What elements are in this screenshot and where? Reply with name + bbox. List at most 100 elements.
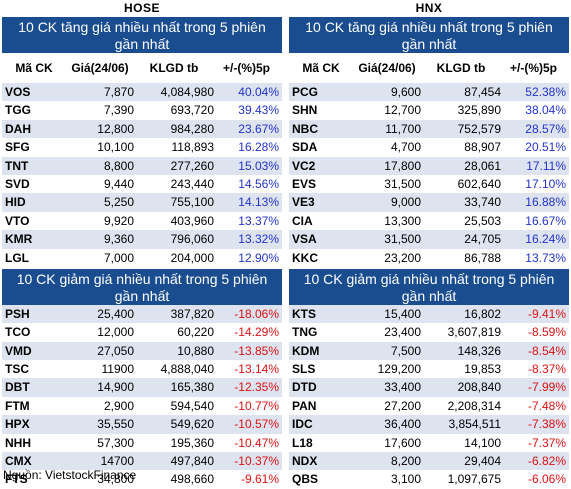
change-cell: -6.82% [527, 454, 566, 469]
header-price: Giá(24/06) [71, 61, 129, 75]
table-row: FTM 2,900 594,540 -10.77% [2, 396, 282, 416]
volume-cell: 28,061 [464, 158, 501, 173]
table-row: VOS 7,870 4,084,980 40.04% [2, 83, 282, 102]
table-row: IDC 36,400 3,854,511 -7.38% [289, 415, 569, 434]
stock-code: KTS [292, 306, 316, 321]
volume-cell: 148,326 [457, 343, 501, 358]
stock-code: TNG [292, 325, 318, 340]
price-cell: 27,200 [384, 398, 421, 413]
price-cell: 3,100 [390, 472, 421, 487]
table-header: Mã CK Giá(24/06) KLGD tb +/-(%)5p [2, 53, 282, 83]
stock-code: VTO [5, 213, 30, 228]
volume-cell: 277,260 [170, 158, 214, 173]
change-cell: 20.51% [525, 140, 566, 155]
stock-code: QBS [292, 472, 319, 487]
table-row: TNG 23,400 3,607,819 -8.59% [289, 323, 569, 342]
volume-cell: 165,380 [170, 380, 214, 395]
volume-cell: 796,060 [170, 232, 214, 247]
change-cell: 39.43% [238, 103, 279, 118]
table-row: HPX 35,550 549,620 -10.57% [2, 415, 282, 434]
table-row: DTD 33,400 208,840 -7.99% [289, 378, 569, 397]
table-row: TGG 7,390 693,720 39.43% [2, 101, 282, 120]
stock-code: KMR [5, 232, 33, 247]
volume-cell: 88,907 [464, 140, 501, 155]
table-row: KKC 23,200 86,788 13.73% [289, 248, 569, 267]
table-row: SHN 12,700 325,890 38.04% [289, 101, 569, 120]
volume-cell: 195,360 [170, 435, 214, 450]
price-cell: 9,600 [390, 85, 421, 99]
table-row: L18 17,600 14,100 -7.37% [289, 433, 569, 453]
table-row: SDA 4,700 88,907 20.51% [289, 138, 569, 157]
change-cell: 14.13% [238, 195, 279, 210]
stock-code: SDA [292, 140, 318, 155]
price-cell: 9,440 [103, 176, 134, 191]
price-cell: 10,100 [97, 140, 134, 155]
losers-table: KTS 15,400 16,802 -9.41% TNG 23,400 3,607,819 -… [289, 304, 569, 489]
price-cell: 8,800 [103, 158, 134, 173]
stock-code: VE3 [292, 195, 315, 210]
stock-code: LGL [5, 250, 29, 265]
table-row: KTS 15,400 16,802 -9.41% [289, 304, 569, 324]
header-volume: KLGD tb [149, 61, 199, 75]
price-cell: 9,920 [103, 213, 134, 228]
volume-cell: 403,960 [170, 213, 214, 228]
stock-code: HPX [5, 417, 30, 432]
change-cell: 16.67% [525, 213, 566, 228]
change-cell: 16.28% [238, 140, 279, 155]
table-header: Mã CK Giá(24/06) KLGD tb +/-(%)5p [289, 53, 569, 83]
stock-code: CMX [5, 454, 32, 469]
table-row: TCO 12,000 60,220 -14.29% [2, 323, 282, 342]
change-cell: -10.57% [234, 417, 279, 432]
stock-code: EVS [292, 176, 317, 191]
volume-cell: 693,720 [170, 103, 214, 118]
price-cell: 5,250 [103, 195, 134, 210]
hnx-panel: HNX 10 CK tăng giá nhiều nhất trong 5 ph… [289, 0, 569, 489]
stock-code: DAH [5, 121, 31, 136]
table-row: VE3 9,000 33,740 16.88% [289, 193, 569, 212]
price-cell: 14,900 [97, 380, 134, 395]
stock-code: DBT [5, 380, 30, 395]
table-row: VSA 31,500 24,705 16.24% [289, 230, 569, 249]
price-cell: 23,200 [384, 250, 421, 265]
price-cell: 2,900 [103, 398, 134, 413]
table-row: PCG 9,600 87,454 52.38% [289, 83, 569, 102]
change-cell: -10.47% [234, 435, 279, 450]
volume-cell: 24,705 [464, 232, 501, 247]
stock-code: PSH [5, 306, 30, 321]
change-cell: -10.77% [234, 398, 279, 413]
exchange-title: HNX [415, 1, 443, 15]
volume-cell: 29,404 [464, 454, 501, 469]
table-row: CMX 14700 497,840 -10.37% [2, 452, 282, 471]
price-cell: 31,500 [384, 232, 421, 247]
stock-code: VSA [292, 232, 317, 247]
volume-cell: 14,100 [464, 435, 501, 450]
stock-code: TSC [5, 362, 29, 377]
table-row: NBC 11,700 752,579 28.57% [289, 119, 569, 139]
table-row: KMR 9,360 796,060 13.32% [2, 230, 282, 249]
change-cell: 15.03% [238, 158, 279, 173]
price-cell: 4,700 [390, 140, 421, 155]
volume-cell: 3,607,819 [447, 325, 501, 340]
column-divider [284, 0, 285, 466]
price-cell: 15,400 [384, 306, 421, 321]
stock-code: NBC [292, 121, 318, 136]
hose-panel: HOSE 10 CK tăng giá nhiều nhất trong 5 p… [2, 0, 282, 489]
exchange-title: HOSE [123, 1, 160, 15]
change-cell: 13.32% [238, 232, 279, 247]
price-cell: 7,000 [103, 250, 134, 265]
price-cell: 11900 [101, 362, 134, 377]
stock-code: PAN [292, 398, 317, 413]
table-row: CIA 13,300 25,503 16.67% [289, 211, 569, 231]
price-cell: 25,400 [97, 306, 134, 321]
header-price: Giá(24/06) [358, 61, 416, 75]
losers-title: 10 CK giảm giá nhiều nhất trong 5 phiên … [289, 268, 569, 305]
stock-code: SVD [5, 176, 30, 191]
price-cell: 7,870 [103, 85, 134, 99]
change-cell: -13.85% [234, 343, 279, 358]
table-row: SVD 9,440 243,440 14.56% [2, 174, 282, 194]
change-cell: 13.37% [238, 213, 279, 228]
stock-code: FTS [5, 472, 28, 487]
volume-cell: 755,100 [170, 195, 214, 210]
change-cell: -8.54% [527, 343, 566, 358]
price-cell: 8,200 [390, 454, 421, 469]
